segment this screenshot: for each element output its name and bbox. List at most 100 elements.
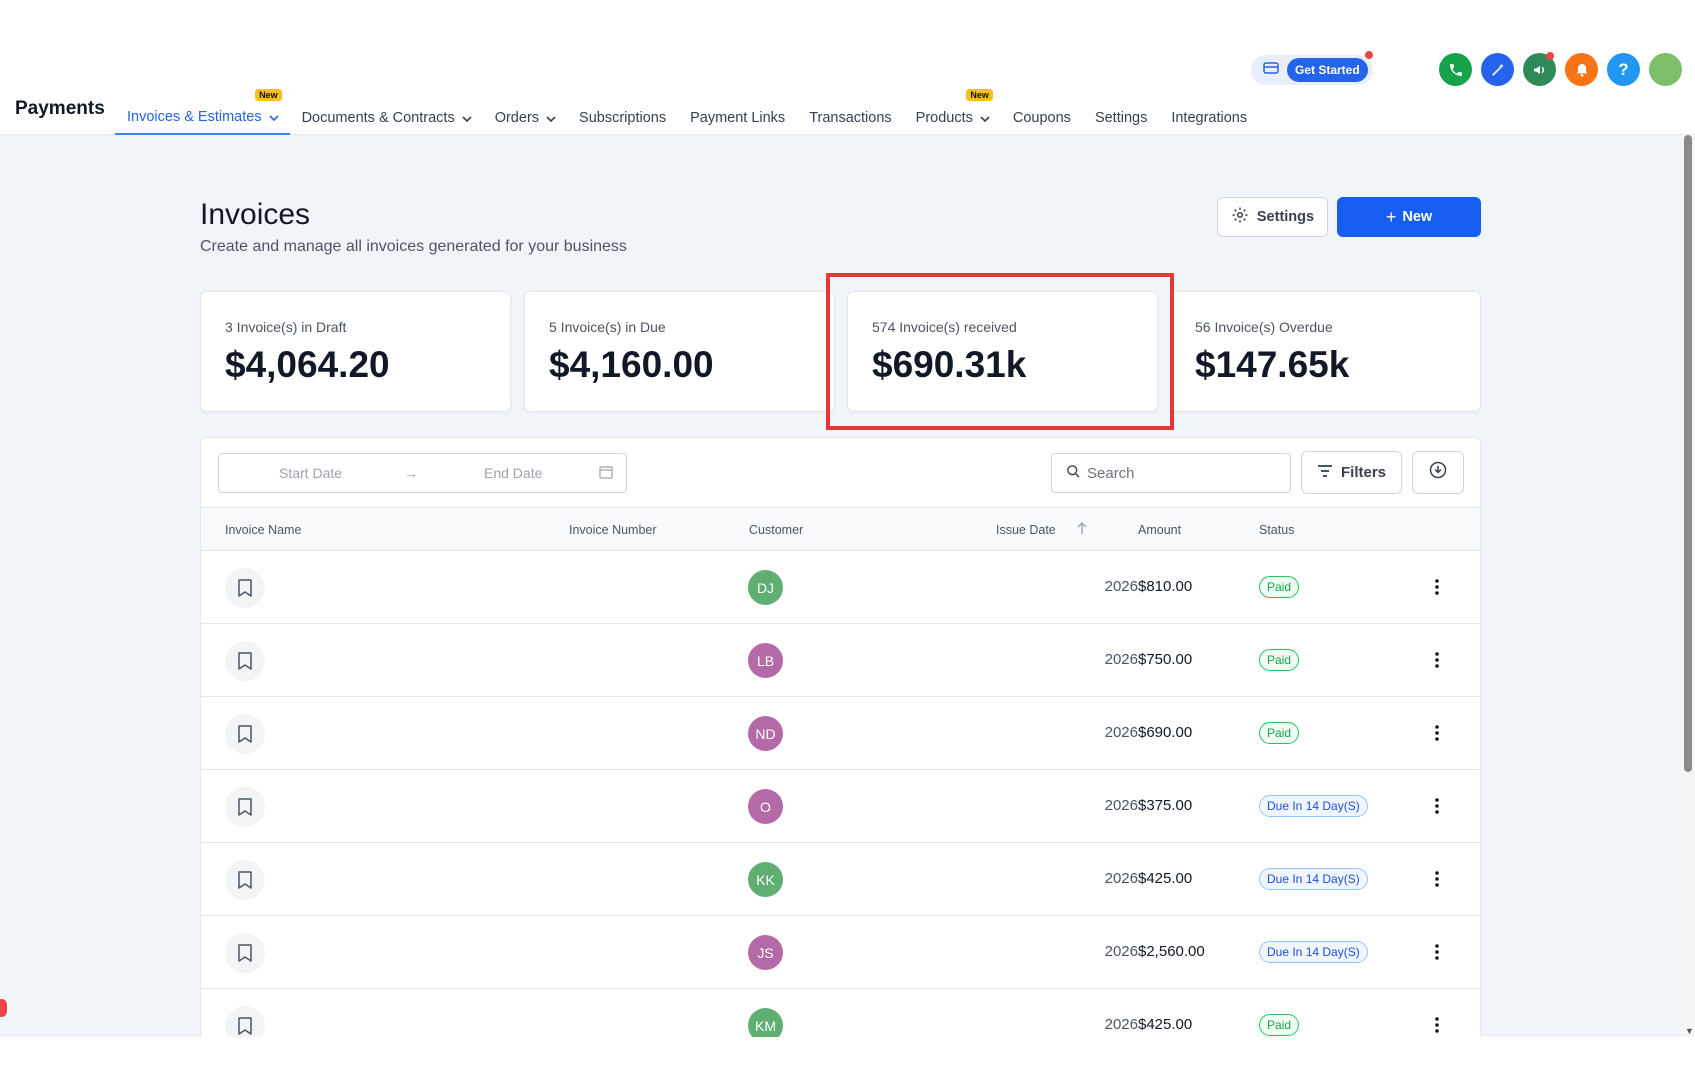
search-placeholder: Search: [1087, 464, 1135, 482]
plus-icon: +: [1385, 206, 1397, 227]
stat-value: $147.65k: [1195, 344, 1350, 385]
amount: $750.00: [1138, 651, 1193, 668]
nav-item-label: Subscriptions: [579, 109, 667, 126]
invoice-icon: [225, 933, 265, 973]
amount: $690.00: [1138, 724, 1193, 741]
customer-avatar: ND: [748, 716, 783, 751]
stat-card-overdue[interactable]: 56 Invoice(s) Overdue $147.65k: [1170, 291, 1481, 412]
nav-item[interactable]: Subscriptions: [567, 86, 678, 135]
table-row[interactable]: ND 2026 $690.00 Paid: [201, 697, 1480, 770]
card-icon: [1263, 61, 1279, 80]
side-notification-dot[interactable]: [0, 999, 7, 1017]
filters-button[interactable]: Filters: [1301, 451, 1402, 494]
arrow-right-icon: →: [404, 465, 418, 481]
issue-date: 2026: [1104, 797, 1138, 814]
status-badge: Due In 14 Day(S): [1259, 795, 1368, 817]
status-badge: Paid: [1259, 722, 1300, 744]
stat-label: 574 Invoice(s) received: [872, 319, 1017, 335]
more-options-icon[interactable]: [1434, 577, 1440, 602]
issue-date: 2026: [1104, 1016, 1138, 1033]
stat-value: $4,160.00: [549, 344, 714, 385]
main-content: Invoices Create and manage all invoices …: [0, 135, 1683, 1037]
settings-button[interactable]: Settings: [1217, 197, 1328, 237]
chevron-down-icon: [268, 112, 279, 122]
stat-card-draft[interactable]: 3 Invoice(s) in Draft $4,064.20: [200, 291, 511, 412]
sort-arrow-up-icon[interactable]: [1076, 521, 1088, 538]
download-button[interactable]: [1412, 451, 1464, 494]
top-header: Payments Invoices & Estimates New Document…: [0, 0, 1695, 135]
table-row[interactable]: LB 2026 $750.00 Paid: [201, 624, 1480, 697]
status-badge: Paid: [1259, 649, 1300, 671]
scroll-down-icon[interactable]: ▼: [1685, 1026, 1694, 1036]
table-row[interactable]: KM 2026 $425.00 Paid: [201, 989, 1480, 1037]
amount: $375.00: [1138, 797, 1193, 814]
user-avatar[interactable]: [1649, 53, 1682, 86]
column-issue-date[interactable]: Issue Date: [996, 523, 1056, 537]
filters-label: Filters: [1340, 464, 1386, 481]
status-badge: Due In 14 Day(S): [1259, 868, 1368, 890]
column-customer[interactable]: Customer: [749, 523, 804, 537]
table-row[interactable]: O 2026 $375.00 Due In 14 Day(S): [201, 770, 1480, 843]
column-amount[interactable]: Amount: [1138, 523, 1182, 537]
nav-item-label: Transactions: [809, 109, 892, 126]
more-options-icon[interactable]: [1434, 796, 1440, 821]
stat-label: 3 Invoice(s) in Draft: [225, 319, 347, 335]
issue-date: 2026: [1104, 870, 1138, 887]
new-invoice-button[interactable]: + New: [1337, 197, 1481, 237]
amount: $425.00: [1138, 870, 1193, 887]
more-options-icon[interactable]: [1434, 942, 1440, 967]
customer-avatar: JS: [748, 935, 783, 970]
megaphone-badge: [1546, 52, 1554, 60]
invoice-table-card: Start Date → End Date Search Filters: [200, 437, 1481, 1037]
nav-item[interactable]: Documents & Contracts: [290, 86, 483, 135]
table-row[interactable]: DJ 2026 $810.00 Paid: [201, 551, 1480, 624]
more-options-icon[interactable]: [1434, 650, 1440, 675]
nav-item[interactable]: Products New: [904, 86, 1001, 135]
nav-item[interactable]: Invoices & Estimates New: [115, 86, 290, 135]
nav-item[interactable]: Coupons: [1001, 86, 1083, 135]
nav-item-label: Documents & Contracts: [301, 109, 455, 126]
get-started-button[interactable]: Get Started: [1287, 58, 1368, 82]
page-title: Invoices: [200, 198, 311, 231]
nav-item[interactable]: Payment Links: [678, 86, 797, 135]
help-icon[interactable]: ?: [1607, 53, 1640, 86]
more-options-icon[interactable]: [1434, 869, 1440, 894]
customer-avatar: O: [748, 789, 783, 824]
nav-item[interactable]: Transactions: [797, 86, 903, 135]
magic-icon[interactable]: [1481, 53, 1514, 86]
stat-label: 5 Invoice(s) in Due: [549, 319, 666, 335]
column-status[interactable]: Status: [1259, 523, 1295, 537]
amount: $2,560.00: [1138, 943, 1205, 960]
invoice-icon: [225, 714, 265, 754]
status-badge: Paid: [1259, 576, 1300, 598]
table-row[interactable]: KK 2026 $425.00 Due In 14 Day(S): [201, 843, 1480, 916]
column-invoice-number[interactable]: Invoice Number: [569, 523, 657, 537]
table-row[interactable]: JS 2026 $2,560.00 Due In 14 Day(S): [201, 916, 1480, 989]
notification-dot: [1365, 51, 1373, 59]
nav-item[interactable]: Orders: [483, 86, 567, 135]
issue-date: 2026: [1104, 724, 1138, 741]
new-button-label: New: [1402, 209, 1433, 225]
nav-item-label: Integrations: [1171, 109, 1248, 126]
stat-value: $690.31k: [872, 344, 1027, 385]
stat-card-received[interactable]: 574 Invoice(s) received $690.31k: [847, 291, 1158, 412]
start-date-placeholder: Start Date: [279, 465, 343, 481]
bell-icon[interactable]: [1565, 53, 1598, 86]
nav-item[interactable]: Settings: [1083, 86, 1159, 135]
stat-card-due[interactable]: 5 Invoice(s) in Due $4,160.00: [524, 291, 835, 412]
table-header: Invoice Name Invoice Number Customer Iss…: [201, 507, 1480, 551]
column-invoice-name[interactable]: Invoice Name: [225, 523, 302, 537]
scrollbar-thumb[interactable]: [1684, 135, 1692, 772]
gear-icon: [1231, 206, 1249, 228]
more-options-icon[interactable]: [1434, 1015, 1440, 1037]
chevron-down-icon: [979, 113, 990, 123]
nav-item[interactable]: Integrations: [1159, 86, 1259, 135]
more-options-icon[interactable]: [1434, 723, 1440, 748]
phone-icon[interactable]: [1439, 53, 1472, 86]
search-input[interactable]: Search: [1051, 453, 1291, 493]
calendar-icon: [599, 465, 613, 482]
stat-label: 56 Invoice(s) Overdue: [1195, 319, 1333, 335]
date-range-picker[interactable]: Start Date → End Date: [218, 453, 627, 493]
get-started-widget[interactable]: Get Started: [1251, 55, 1373, 85]
nav-item-label: Products: [915, 109, 973, 126]
